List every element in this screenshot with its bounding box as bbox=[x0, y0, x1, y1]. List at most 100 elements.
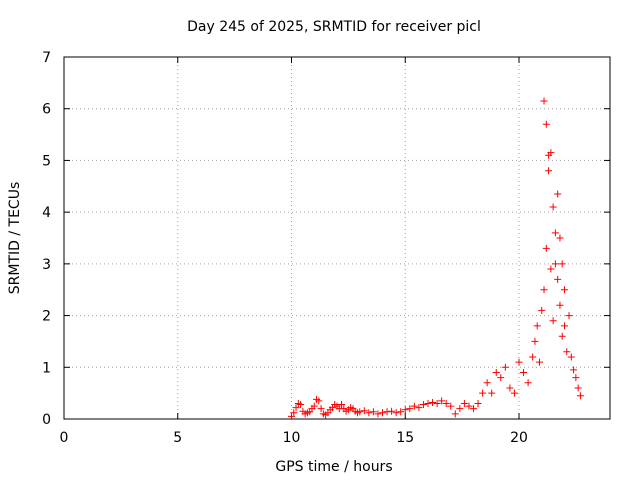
data-point bbox=[561, 286, 568, 294]
y-tick-label: 3 bbox=[42, 257, 51, 273]
data-point bbox=[338, 401, 346, 409]
data-point bbox=[383, 408, 391, 416]
data-point bbox=[365, 409, 373, 417]
data-point bbox=[369, 408, 377, 416]
data-point bbox=[419, 401, 427, 409]
data-point bbox=[524, 379, 532, 387]
data-point bbox=[483, 379, 491, 387]
data-point bbox=[401, 406, 409, 414]
data-point bbox=[388, 407, 396, 415]
data-point bbox=[563, 348, 571, 356]
data-point bbox=[392, 409, 400, 417]
data-point bbox=[317, 405, 325, 413]
data-point bbox=[465, 402, 473, 410]
grid bbox=[64, 57, 610, 419]
y-tick-label: 2 bbox=[42, 309, 51, 325]
data-point bbox=[574, 384, 582, 392]
data-point bbox=[540, 286, 548, 294]
data-point bbox=[535, 358, 543, 366]
data-point bbox=[290, 409, 298, 417]
data-point bbox=[288, 412, 295, 420]
data-point bbox=[561, 322, 568, 330]
data-point bbox=[542, 244, 550, 252]
plot-frame bbox=[63, 56, 611, 420]
data-point bbox=[533, 322, 541, 330]
y-tick-label: 1 bbox=[42, 360, 51, 376]
data-point bbox=[549, 317, 557, 325]
data-point bbox=[542, 120, 550, 128]
data-point bbox=[540, 97, 548, 105]
y-tick-label: 4 bbox=[42, 205, 51, 221]
data-point bbox=[447, 402, 455, 410]
x-tick-label: 5 bbox=[173, 430, 182, 446]
data-point bbox=[397, 408, 405, 416]
data-point bbox=[547, 265, 555, 273]
data-point bbox=[515, 358, 523, 366]
data-point bbox=[406, 405, 414, 413]
y-tick-label: 6 bbox=[42, 102, 51, 118]
data-point bbox=[570, 366, 578, 374]
y-tick-label: 7 bbox=[42, 50, 51, 66]
data-point bbox=[547, 149, 555, 157]
x-tick-label: 0 bbox=[60, 430, 69, 446]
data-point bbox=[549, 203, 557, 211]
data-point bbox=[497, 374, 505, 382]
chart-title: Day 245 of 2025, SRMTID for receiver pic… bbox=[187, 19, 481, 35]
data-point bbox=[451, 410, 459, 418]
data-point bbox=[374, 410, 382, 418]
data-point bbox=[556, 301, 564, 309]
data-point bbox=[456, 405, 464, 413]
y-tick-label: 0 bbox=[42, 412, 51, 428]
data-point bbox=[551, 260, 559, 268]
data-point bbox=[424, 399, 432, 407]
x-tick-label: 20 bbox=[510, 430, 528, 446]
data-point bbox=[545, 167, 553, 175]
y-axis-label: SRMTID / TECUs bbox=[7, 182, 23, 295]
data-point bbox=[415, 404, 423, 412]
data-point bbox=[310, 402, 318, 410]
data-point bbox=[529, 353, 537, 361]
data-point bbox=[510, 389, 518, 397]
data-point bbox=[442, 399, 450, 407]
data-point bbox=[379, 409, 386, 417]
data-point bbox=[460, 399, 468, 407]
data-point bbox=[429, 398, 437, 406]
data-point bbox=[567, 353, 575, 361]
data-point bbox=[576, 392, 584, 400]
data-point bbox=[551, 229, 559, 237]
x-axis-label: GPS time / hours bbox=[275, 459, 392, 475]
data-point bbox=[556, 234, 564, 242]
data-point bbox=[488, 389, 496, 397]
data-point bbox=[356, 408, 364, 416]
data-point bbox=[492, 368, 500, 376]
data-point bbox=[315, 397, 323, 405]
data-point bbox=[433, 399, 441, 407]
data-point bbox=[479, 389, 487, 397]
y-tick-label: 5 bbox=[42, 153, 51, 169]
x-tick-label: 15 bbox=[396, 430, 414, 446]
data-point bbox=[520, 368, 528, 376]
data-point bbox=[410, 402, 418, 410]
data-point bbox=[565, 312, 573, 320]
data-point bbox=[470, 405, 477, 413]
data-point bbox=[506, 384, 514, 392]
data-point bbox=[572, 374, 580, 382]
data-point bbox=[438, 397, 446, 405]
data-point bbox=[297, 401, 305, 409]
x-tick-label: 10 bbox=[283, 430, 301, 446]
data-point bbox=[531, 337, 539, 345]
data-point bbox=[558, 260, 566, 268]
data-point bbox=[292, 404, 300, 412]
data-point bbox=[501, 363, 509, 371]
data-point bbox=[360, 407, 368, 415]
y-tick-labels: 0 1 2 3 4 5 6 7 bbox=[42, 50, 51, 428]
axis-ticks bbox=[63, 56, 610, 420]
data-point bbox=[474, 399, 482, 407]
data-points bbox=[288, 97, 584, 420]
data-point bbox=[558, 332, 566, 340]
data-point bbox=[554, 275, 562, 283]
data-point bbox=[538, 306, 546, 314]
x-tick-labels: 0 5 10 15 20 bbox=[60, 430, 528, 446]
data-point bbox=[554, 190, 562, 198]
